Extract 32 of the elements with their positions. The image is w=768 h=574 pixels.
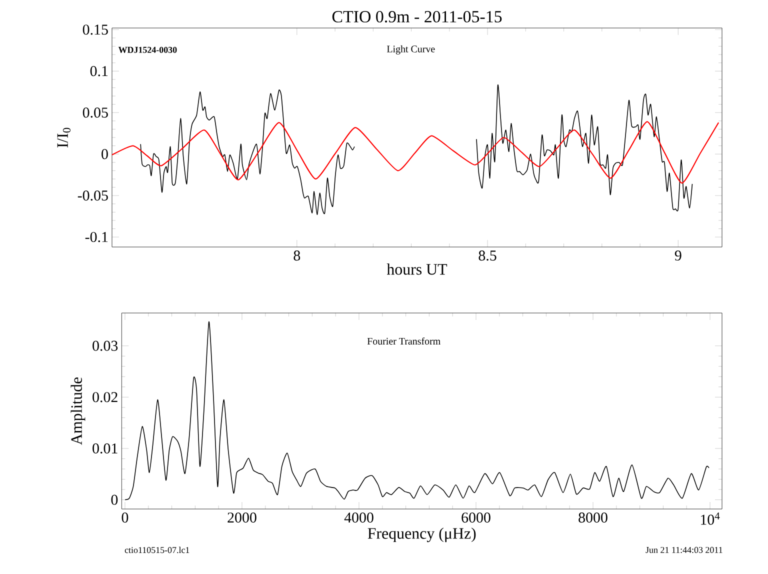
annotation: Fourier Transform [367,337,440,345]
y-axis-title: I/I$_{0}$ [57,128,71,148]
annotation: Light Curve [386,45,435,54]
chart-title: CTIO 0.9m - 2011-05-15 [332,10,502,22]
text: ctio110515-07.lc1 [124,546,190,554]
y-tick-label: 0.01 [92,443,118,454]
x-tick-label: 8.5 [478,250,496,261]
y-tick-label: 0.15 [82,24,108,35]
y-tick-label: -0.1 [85,232,108,242]
x-tick-label: 9 [674,250,682,261]
x-tick-label: 8000 [578,512,608,523]
x-tick-label: 4000 [344,512,374,523]
x-axis-title: hours UT [386,264,448,275]
y-tick-label: 0.03 [92,340,118,351]
y-tick-label: 0.02 [92,392,118,402]
x-tick-label: 10$^{4}$ [700,512,720,525]
y-axis-title: Amplitude [70,377,86,445]
line-series [124,321,710,500]
line-series [140,90,355,216]
x-axis-title: Frequency (μHz) [368,528,476,542]
x-tick-label: 8 [294,250,300,261]
y-tick-label: 0.1 [90,66,108,76]
line-series [111,121,720,184]
y-tick-label: 0.05 [82,108,108,118]
y-tick-label: 0 [111,494,118,505]
y-tick-label: 0 [102,149,108,160]
x-tick-label: 6000 [462,512,490,523]
y-tick-label: -0.05 [78,190,108,201]
x-tick-label: 2000 [228,512,256,523]
annotation: WDJ1524-0030 [118,46,177,53]
x-tick-label: 0 [122,512,128,523]
text: Jun 21 11:44:03 2011 [646,546,722,554]
